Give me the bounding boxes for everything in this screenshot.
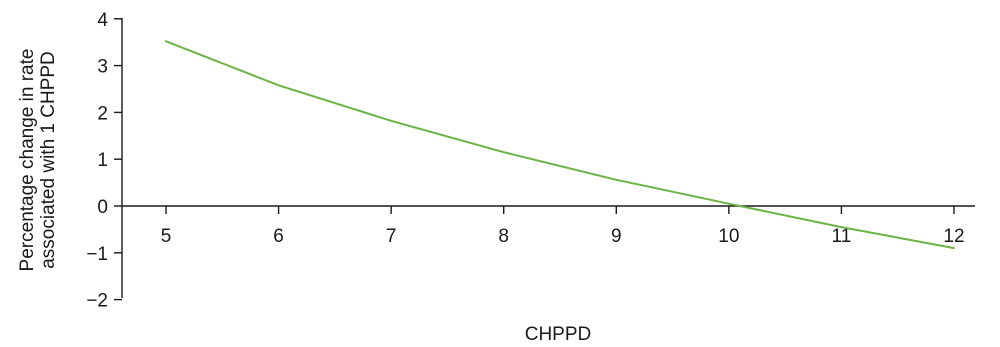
y-tick-label: 3 [97,57,108,78]
y-tick-label: 1 [97,150,108,171]
x-tick-label: 7 [386,226,397,247]
x-axis-label: CHPPD [525,324,592,345]
y-axis-label-line-2: associated with 1 CHPPD [38,51,59,269]
y-tick-label: 0 [97,197,108,218]
x-tick-label: 8 [498,226,509,247]
x-tick-label: 5 [161,226,172,247]
x-tick-label: 10 [718,226,739,247]
series-group [165,40,955,250]
series-line [165,40,955,250]
y-axis-label: Percentage change in rate associated wit… [17,49,59,272]
x-tick-label: 9 [611,226,622,247]
y-tick-label: −1 [86,244,108,265]
y-axis-label-line-1: Percentage change in rate [17,49,38,272]
x-tick-label: 6 [273,226,284,247]
x-ticks: 5 6 7 8 9 10 11 12 [161,206,965,247]
x-tick-label: 12 [943,226,964,247]
y-tick-label: 4 [97,10,108,31]
y-tick-label: 2 [97,103,108,124]
x-tick-label: 11 [832,226,852,247]
y-ticks: 4 3 2 1 0 −1 −2 [86,10,122,312]
y-tick-label: −2 [86,291,108,312]
